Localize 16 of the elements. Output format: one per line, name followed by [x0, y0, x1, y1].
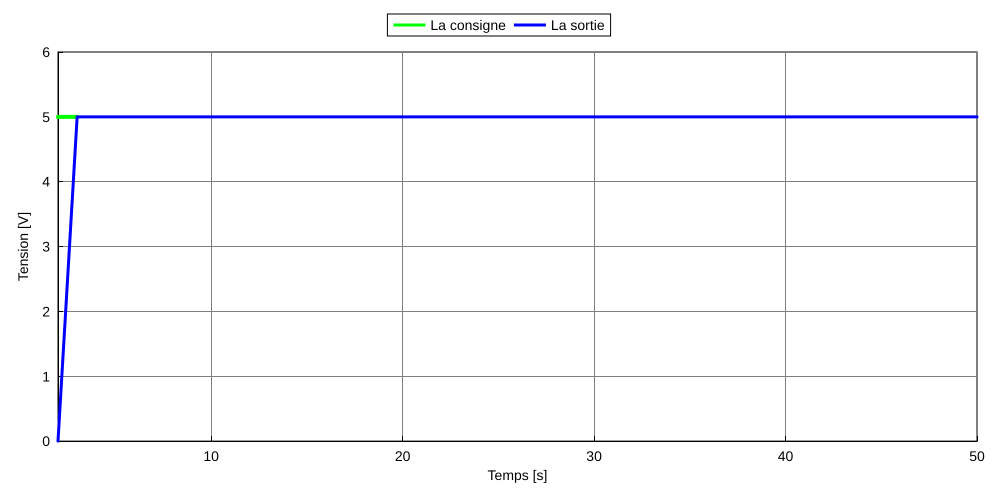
- y-tick-label: 5: [42, 108, 50, 125]
- x-tick-label: 20: [394, 448, 411, 464]
- x-axis-title: Temps [s]: [488, 467, 548, 483]
- y-tick-label: 4: [42, 174, 50, 190]
- x-tick-label: 30: [586, 448, 602, 464]
- y-tick-label: 3: [42, 238, 50, 255]
- y-axis-title: Tension [V]: [15, 212, 31, 282]
- x-tick-label: 40: [778, 448, 794, 464]
- y-tick-label: 2: [42, 303, 50, 320]
- legend-label: La sortie: [550, 17, 605, 33]
- x-tick-label: 50: [969, 448, 985, 464]
- legend-label: La consigne: [430, 17, 506, 33]
- y-tick-label: 1: [42, 368, 50, 384]
- y-tick-label: 6: [42, 44, 50, 60]
- x-tick-label: 10: [203, 448, 220, 464]
- y-tick-label: 0: [42, 433, 50, 450]
